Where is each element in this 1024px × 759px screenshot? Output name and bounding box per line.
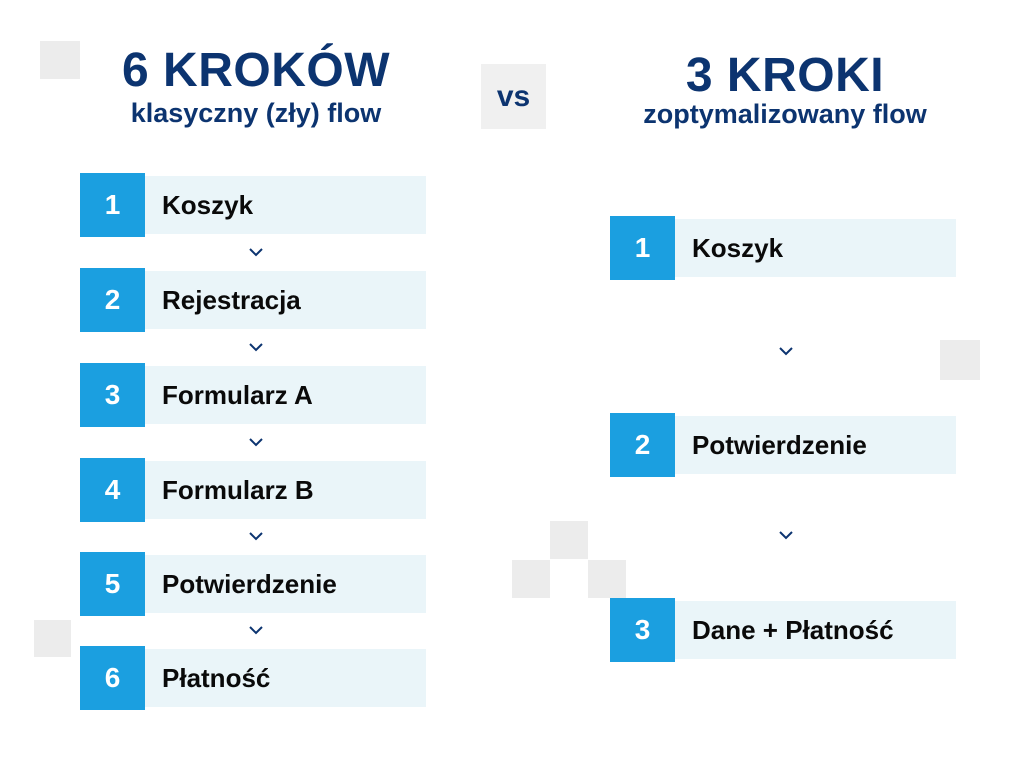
chevron-down-icon [777, 345, 795, 357]
left-step-1: 1 Koszyk [80, 173, 426, 237]
right-step-2: 2 Potwierdzenie [610, 413, 956, 477]
chevron-down-icon [247, 436, 265, 448]
right-step-1: 1 Koszyk [610, 216, 956, 280]
step-label: Dane + Płatność [675, 601, 956, 659]
step-number: 5 [80, 552, 145, 616]
step-number: 4 [80, 458, 145, 522]
right-title: 3 KROKI [685, 49, 885, 102]
step-number: 3 [610, 598, 675, 662]
step-label: Koszyk [145, 176, 426, 234]
left-step-2: 2 Rejestracja [80, 268, 426, 332]
decorative-square [550, 521, 588, 559]
chevron-down-icon [247, 246, 265, 258]
chevron-down-icon [247, 530, 265, 542]
step-label: Koszyk [675, 219, 956, 277]
chevron-down-icon [247, 341, 265, 353]
step-number: 1 [80, 173, 145, 237]
step-label: Płatność [145, 649, 426, 707]
chevron-down-icon [247, 624, 265, 636]
step-number: 3 [80, 363, 145, 427]
left-step-5: 5 Potwierdzenie [80, 552, 426, 616]
left-step-4: 4 Formularz B [80, 458, 426, 522]
decorative-square [34, 620, 71, 657]
left-title: 6 KROKÓW [122, 44, 390, 97]
decorative-square [40, 41, 80, 79]
step-number: 1 [610, 216, 675, 280]
step-number: 2 [80, 268, 145, 332]
step-number: 6 [80, 646, 145, 710]
right-step-3: 3 Dane + Płatność [610, 598, 956, 662]
step-label: Formularz B [145, 461, 426, 519]
step-label: Rejestracja [145, 271, 426, 329]
decorative-square [588, 560, 626, 598]
left-subtitle: klasyczny (zły) flow [130, 98, 382, 128]
decorative-square [512, 560, 550, 598]
decorative-square [940, 340, 980, 380]
right-subtitle: zoptymalizowany flow [643, 99, 927, 129]
step-label: Potwierdzenie [145, 555, 426, 613]
left-step-3: 3 Formularz A [80, 363, 426, 427]
step-label: Formularz A [145, 366, 426, 424]
vs-badge: vs [481, 64, 546, 129]
left-step-6: 6 Płatność [80, 646, 426, 710]
step-label: Potwierdzenie [675, 416, 956, 474]
step-number: 2 [610, 413, 675, 477]
chevron-down-icon [777, 529, 795, 541]
